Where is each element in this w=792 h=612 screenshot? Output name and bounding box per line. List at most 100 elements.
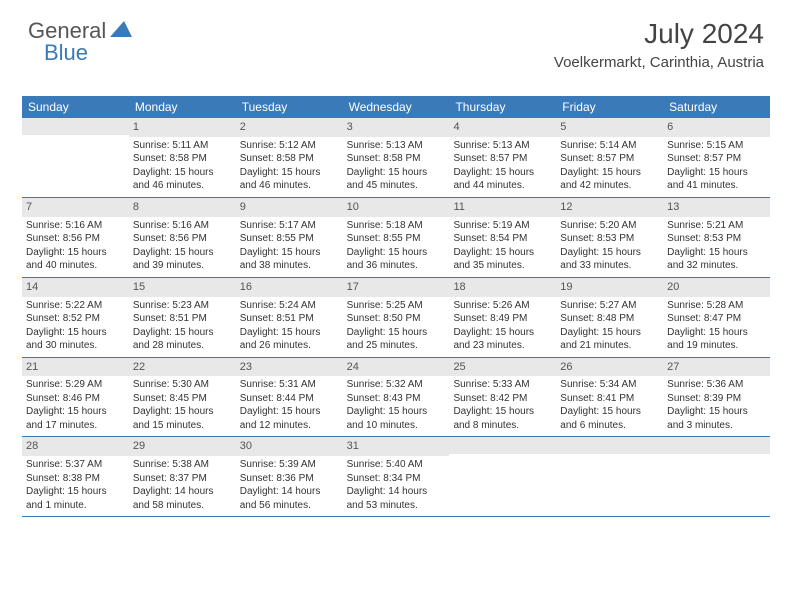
sunset-text: Sunset: 8:56 PM	[133, 232, 232, 246]
sunrise-text: Sunrise: 5:13 AM	[347, 139, 446, 153]
day-content: Sunrise: 5:30 AMSunset: 8:45 PMDaylight:…	[129, 378, 236, 436]
sunrise-text: Sunrise: 5:30 AM	[133, 378, 232, 392]
sunset-text: Sunset: 8:34 PM	[347, 472, 446, 486]
daylight-text: Daylight: 15 hours and 38 minutes.	[240, 246, 339, 273]
day-content: Sunrise: 5:21 AMSunset: 8:53 PMDaylight:…	[663, 219, 770, 277]
daylight-text: Daylight: 15 hours and 3 minutes.	[667, 405, 766, 432]
day-cell: 2Sunrise: 5:12 AMSunset: 8:58 PMDaylight…	[236, 118, 343, 197]
day-content: Sunrise: 5:17 AMSunset: 8:55 PMDaylight:…	[236, 219, 343, 277]
daylight-text: Daylight: 15 hours and 46 minutes.	[240, 166, 339, 193]
sunset-text: Sunset: 8:53 PM	[667, 232, 766, 246]
day-content: Sunrise: 5:33 AMSunset: 8:42 PMDaylight:…	[449, 378, 556, 436]
sunset-text: Sunset: 8:54 PM	[453, 232, 552, 246]
sunrise-text: Sunrise: 5:32 AM	[347, 378, 446, 392]
daylight-text: Daylight: 15 hours and 25 minutes.	[347, 326, 446, 353]
sunrise-text: Sunrise: 5:22 AM	[26, 299, 125, 313]
day-cell: 28Sunrise: 5:37 AMSunset: 8:38 PMDayligh…	[22, 437, 129, 516]
day-number: 24	[343, 358, 450, 377]
logo-triangle-icon	[110, 21, 132, 42]
sunrise-text: Sunrise: 5:38 AM	[133, 458, 232, 472]
day-cell: 21Sunrise: 5:29 AMSunset: 8:46 PMDayligh…	[22, 358, 129, 437]
sunset-text: Sunset: 8:41 PM	[560, 392, 659, 406]
daylight-text: Daylight: 15 hours and 23 minutes.	[453, 326, 552, 353]
day-number	[22, 118, 129, 135]
sunrise-text: Sunrise: 5:29 AM	[26, 378, 125, 392]
daylight-text: Daylight: 15 hours and 40 minutes.	[26, 246, 125, 273]
day-number: 11	[449, 198, 556, 217]
day-content: Sunrise: 5:25 AMSunset: 8:50 PMDaylight:…	[343, 299, 450, 357]
day-number: 31	[343, 437, 450, 456]
calendar: SundayMondayTuesdayWednesdayThursdayFrid…	[22, 96, 770, 517]
day-number	[663, 437, 770, 454]
daylight-text: Daylight: 15 hours and 15 minutes.	[133, 405, 232, 432]
sunset-text: Sunset: 8:42 PM	[453, 392, 552, 406]
sunrise-text: Sunrise: 5:13 AM	[453, 139, 552, 153]
logo-text-blue-wrap: Blue	[44, 40, 88, 66]
sunrise-text: Sunrise: 5:39 AM	[240, 458, 339, 472]
day-content: Sunrise: 5:11 AMSunset: 8:58 PMDaylight:…	[129, 139, 236, 197]
daylight-text: Daylight: 15 hours and 44 minutes.	[453, 166, 552, 193]
sunset-text: Sunset: 8:58 PM	[347, 152, 446, 166]
day-cell: 10Sunrise: 5:18 AMSunset: 8:55 PMDayligh…	[343, 198, 450, 277]
day-cell: 15Sunrise: 5:23 AMSunset: 8:51 PMDayligh…	[129, 278, 236, 357]
day-number: 8	[129, 198, 236, 217]
sunset-text: Sunset: 8:46 PM	[26, 392, 125, 406]
sunrise-text: Sunrise: 5:34 AM	[560, 378, 659, 392]
day-content: Sunrise: 5:39 AMSunset: 8:36 PMDaylight:…	[236, 458, 343, 516]
day-number: 5	[556, 118, 663, 137]
weekday-header: Tuesday	[236, 96, 343, 118]
weekday-header: Thursday	[449, 96, 556, 118]
day-number: 9	[236, 198, 343, 217]
weeks-container: 1 Sunrise: 5:11 AMSunset: 8:58 PMDaylight…	[22, 118, 770, 517]
day-content: Sunrise: 5:18 AMSunset: 8:55 PMDaylight:…	[343, 219, 450, 277]
daylight-text: Daylight: 15 hours and 17 minutes.	[26, 405, 125, 432]
sunrise-text: Sunrise: 5:17 AM	[240, 219, 339, 233]
daylight-text: Daylight: 15 hours and 46 minutes.	[133, 166, 232, 193]
day-number: 4	[449, 118, 556, 137]
day-content: Sunrise: 5:36 AMSunset: 8:39 PMDaylight:…	[663, 378, 770, 436]
day-number: 12	[556, 198, 663, 217]
sunrise-text: Sunrise: 5:12 AM	[240, 139, 339, 153]
sunrise-text: Sunrise: 5:21 AM	[667, 219, 766, 233]
day-number: 6	[663, 118, 770, 137]
day-cell	[449, 437, 556, 516]
day-cell: 17Sunrise: 5:25 AMSunset: 8:50 PMDayligh…	[343, 278, 450, 357]
day-content: Sunrise: 5:29 AMSunset: 8:46 PMDaylight:…	[22, 378, 129, 436]
day-cell: 3Sunrise: 5:13 AMSunset: 8:58 PMDaylight…	[343, 118, 450, 197]
day-cell: 30Sunrise: 5:39 AMSunset: 8:36 PMDayligh…	[236, 437, 343, 516]
day-cell: 11Sunrise: 5:19 AMSunset: 8:54 PMDayligh…	[449, 198, 556, 277]
daylight-text: Daylight: 15 hours and 1 minute.	[26, 485, 125, 512]
day-number: 1	[129, 118, 236, 137]
week-row: 21Sunrise: 5:29 AMSunset: 8:46 PMDayligh…	[22, 358, 770, 438]
logo-text-blue: Blue	[44, 40, 88, 65]
sunset-text: Sunset: 8:53 PM	[560, 232, 659, 246]
day-content: Sunrise: 5:32 AMSunset: 8:43 PMDaylight:…	[343, 378, 450, 436]
sunrise-text: Sunrise: 5:25 AM	[347, 299, 446, 313]
daylight-text: Daylight: 14 hours and 56 minutes.	[240, 485, 339, 512]
sunrise-text: Sunrise: 5:23 AM	[133, 299, 232, 313]
sunset-text: Sunset: 8:39 PM	[667, 392, 766, 406]
sunrise-text: Sunrise: 5:31 AM	[240, 378, 339, 392]
day-number: 23	[236, 358, 343, 377]
day-cell: 29Sunrise: 5:38 AMSunset: 8:37 PMDayligh…	[129, 437, 236, 516]
sunset-text: Sunset: 8:50 PM	[347, 312, 446, 326]
weekday-header: Friday	[556, 96, 663, 118]
day-content: Sunrise: 5:28 AMSunset: 8:47 PMDaylight:…	[663, 299, 770, 357]
daylight-text: Daylight: 15 hours and 30 minutes.	[26, 326, 125, 353]
day-content: Sunrise: 5:24 AMSunset: 8:51 PMDaylight:…	[236, 299, 343, 357]
day-number: 19	[556, 278, 663, 297]
daylight-text: Daylight: 15 hours and 32 minutes.	[667, 246, 766, 273]
day-cell: 31Sunrise: 5:40 AMSunset: 8:34 PMDayligh…	[343, 437, 450, 516]
sunset-text: Sunset: 8:37 PM	[133, 472, 232, 486]
day-cell: 24Sunrise: 5:32 AMSunset: 8:43 PMDayligh…	[343, 358, 450, 437]
day-number	[449, 437, 556, 454]
sunset-text: Sunset: 8:55 PM	[240, 232, 339, 246]
day-content: Sunrise: 5:14 AMSunset: 8:57 PMDaylight:…	[556, 139, 663, 197]
weekday-header-row: SundayMondayTuesdayWednesdayThursdayFrid…	[22, 96, 770, 118]
daylight-text: Daylight: 15 hours and 28 minutes.	[133, 326, 232, 353]
day-number: 7	[22, 198, 129, 217]
sunrise-text: Sunrise: 5:19 AM	[453, 219, 552, 233]
daylight-text: Daylight: 15 hours and 42 minutes.	[560, 166, 659, 193]
sunset-text: Sunset: 8:56 PM	[26, 232, 125, 246]
week-row: 14Sunrise: 5:22 AMSunset: 8:52 PMDayligh…	[22, 278, 770, 358]
